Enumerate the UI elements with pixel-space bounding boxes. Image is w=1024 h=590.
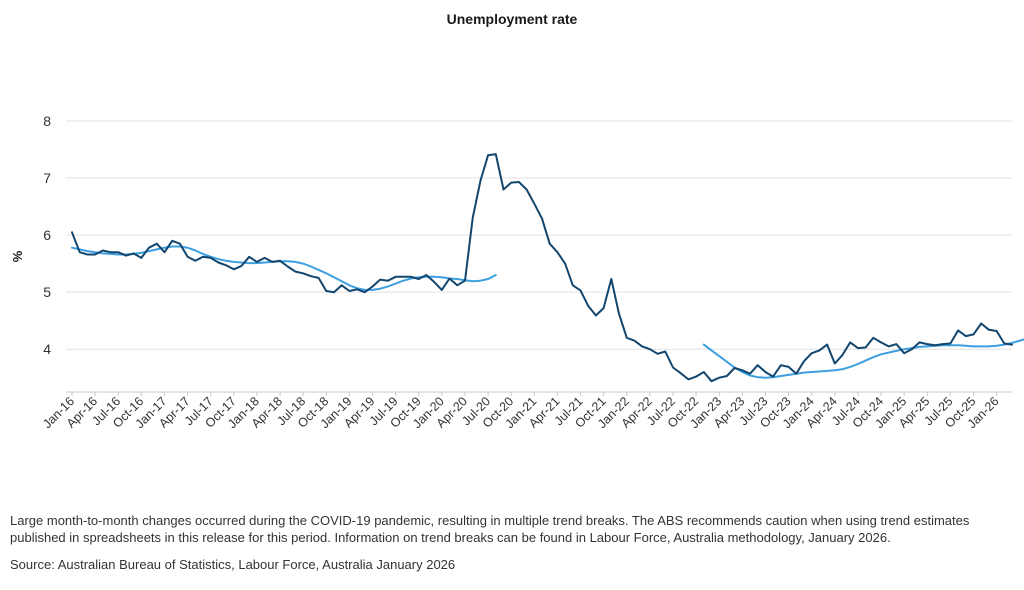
source-note: Source: Australian Bureau of Statistics,…	[10, 557, 456, 572]
series-line-trend	[71, 245, 1024, 379]
y-tick-label: 6	[43, 227, 51, 243]
trend-break-footnote: Large month-to-month changes occurred du…	[10, 513, 970, 545]
series-line-seasonally-adjusted	[71, 153, 1013, 383]
y-axis-ticks: 4 5 6 7 8	[43, 113, 51, 357]
y-tick-label: 4	[43, 341, 51, 357]
y-tick-label: 7	[43, 170, 51, 186]
series-lines	[71, 153, 1024, 383]
gridlines	[66, 120, 1012, 393]
chart-canvas: Unemployment rate 4 5 6 7 8 % Jan-16Apr-16Ju…	[10, 11, 1024, 431]
y-tick-label: 8	[43, 113, 51, 129]
unemployment-rate-chart: Unemployment rate 4 5 6 7 8 % Jan-16 Apr-16 Ju…	[10, 11, 1024, 431]
y-tick-label: 5	[43, 284, 51, 300]
y-axis-label: %	[10, 250, 25, 262]
x-axis-ticks: Jan-16Apr-16Jul-16Oct-16Jan-17Apr-17Jul-…	[40, 392, 1002, 431]
chart-title: Unemployment rate	[447, 11, 578, 27]
